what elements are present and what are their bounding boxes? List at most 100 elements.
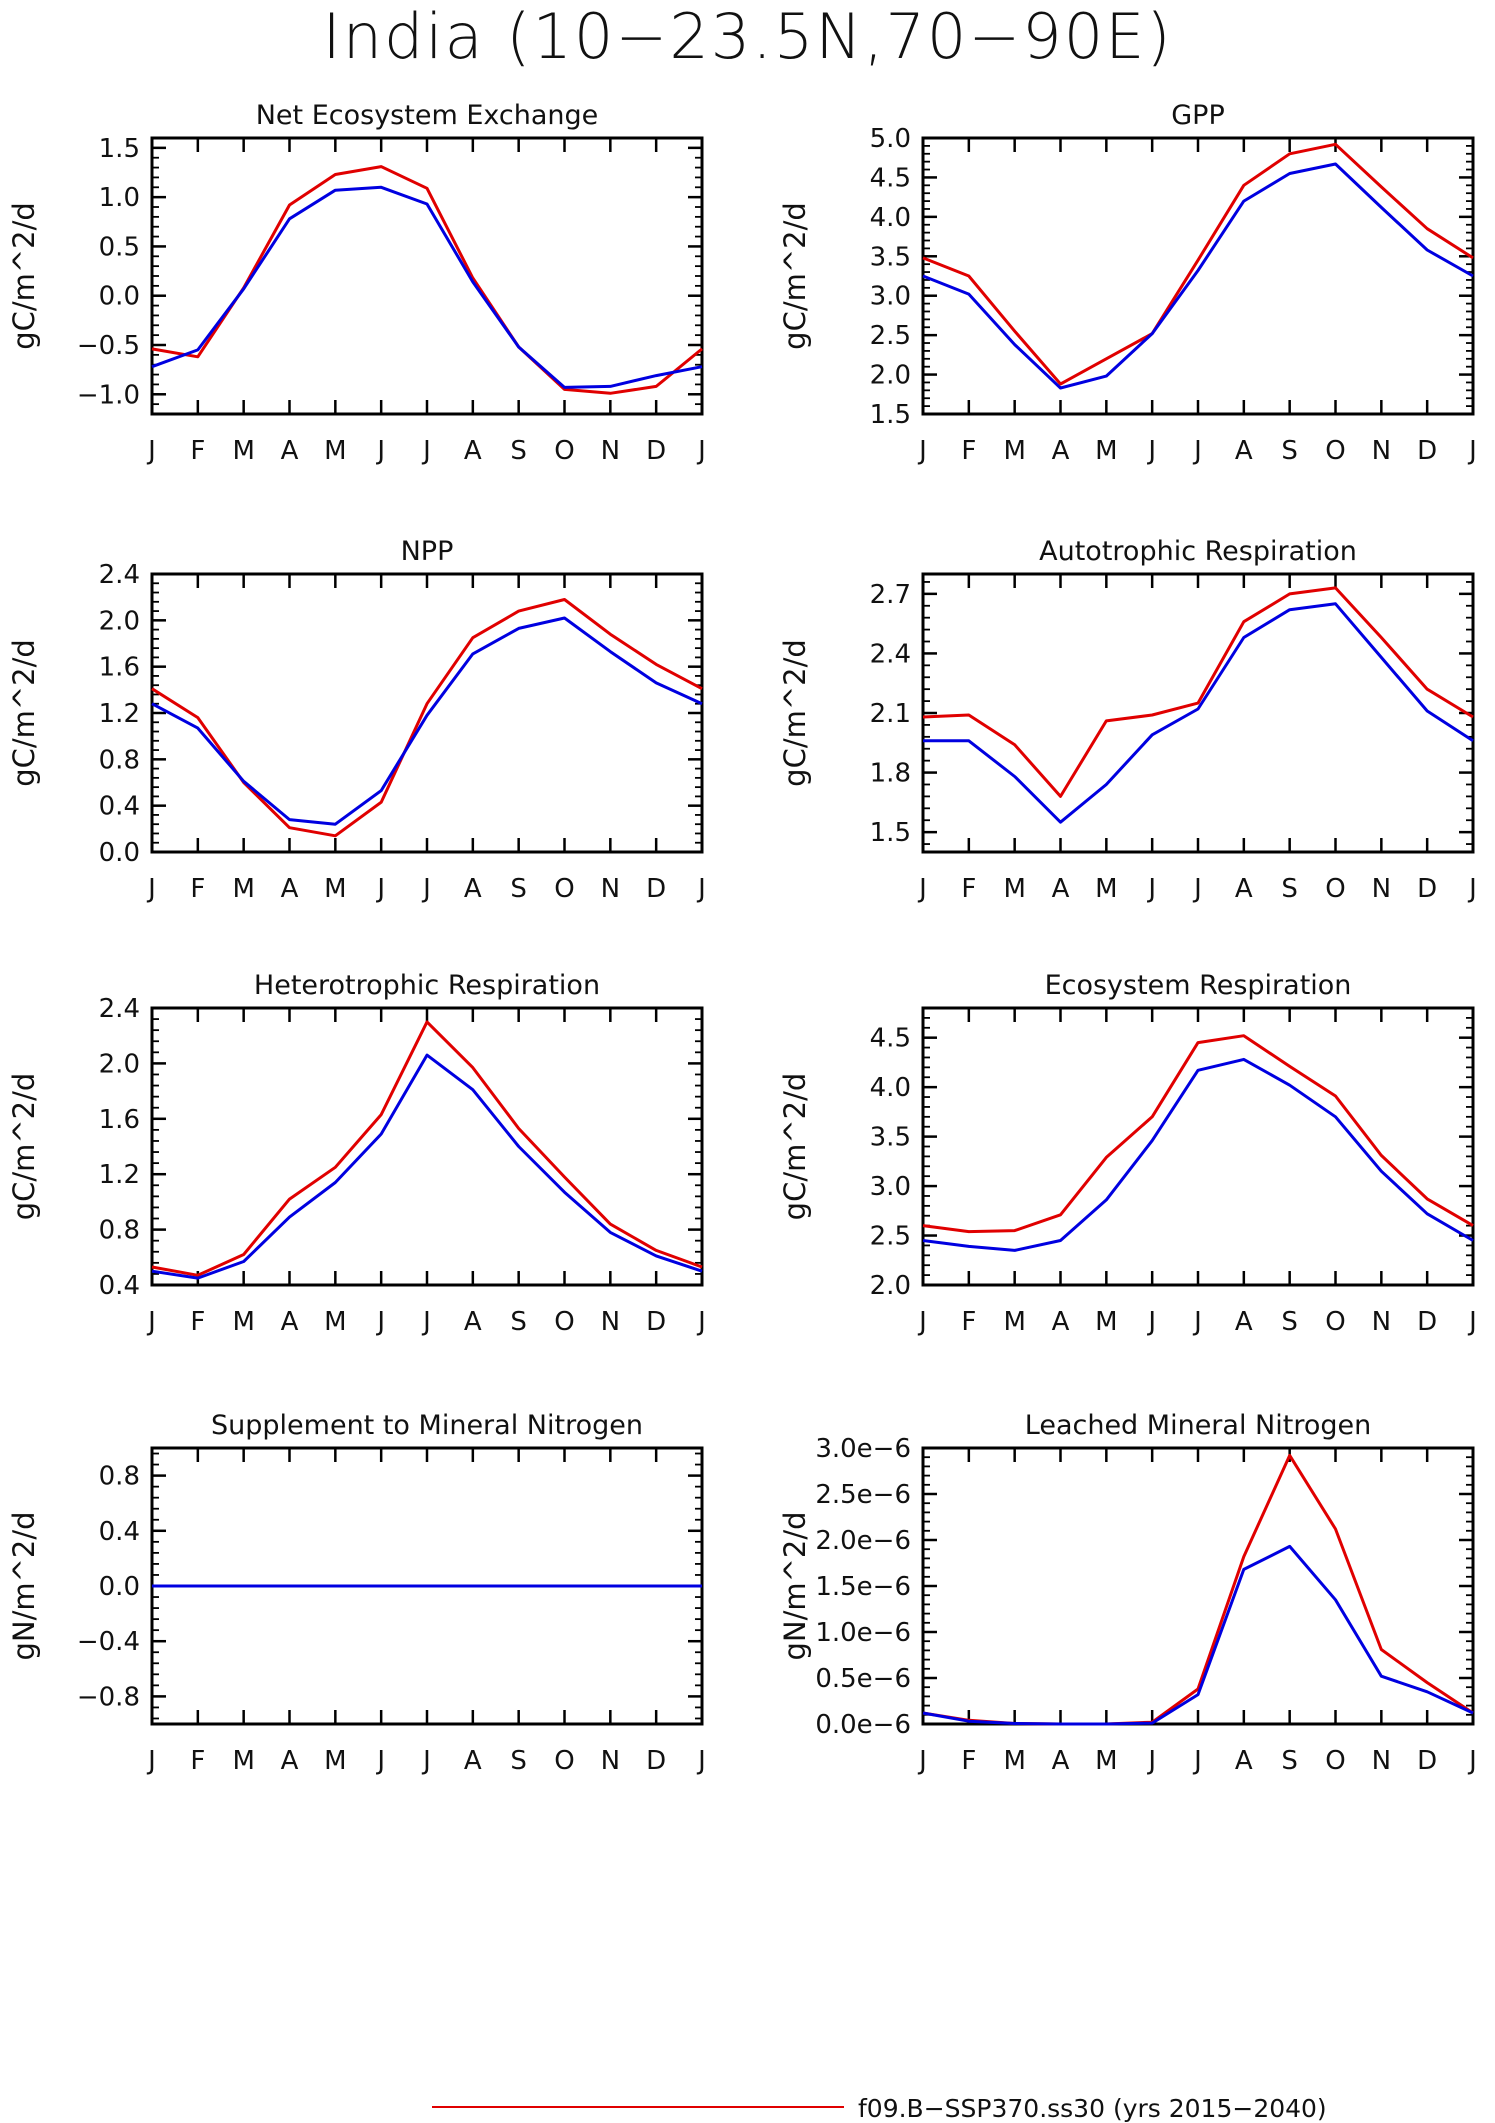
x-tick-label: D — [646, 874, 666, 904]
panel-title: Leached Mineral Nitrogen — [1025, 1410, 1371, 1441]
x-tick-label: J — [146, 1307, 156, 1337]
x-tick-label: N — [1372, 1307, 1391, 1337]
series-1-line — [151, 165, 703, 395]
x-tick-label: J — [917, 1307, 927, 1337]
series-1-line — [922, 586, 1474, 798]
x-tick-label: A — [1235, 436, 1253, 466]
series-2-line — [151, 185, 703, 389]
x-tick-label: M — [1003, 1307, 1025, 1337]
y-tick-label: 3.0 — [870, 282, 911, 312]
x-tick-label: F — [190, 874, 205, 904]
x-tick-label: M — [324, 874, 346, 904]
y-tick-label: 5.0 — [870, 124, 911, 154]
y-tick-label: 0.5 — [99, 232, 140, 262]
y-tick-label: 1.2 — [99, 1160, 140, 1190]
series-1-line — [922, 1453, 1474, 1726]
x-tick-label: J — [1467, 874, 1477, 904]
x-tick-label: S — [510, 874, 527, 904]
x-tick-label: J — [696, 874, 706, 904]
x-tick-label: J — [421, 1307, 431, 1337]
panel-title: GPP — [1171, 100, 1225, 131]
x-tick-label: J — [1192, 874, 1202, 904]
panel-title: Net Ecosystem Exchange — [256, 100, 599, 131]
x-tick-label: A — [281, 874, 299, 904]
y-tick-label: 2.0 — [99, 1049, 140, 1079]
y-tick-label: 2.4 — [99, 994, 140, 1024]
x-tick-label: O — [554, 1307, 574, 1337]
x-tick-label: D — [1417, 874, 1437, 904]
x-tick-label: M — [232, 874, 254, 904]
x-tick-label: F — [961, 1307, 976, 1337]
y-tick-label: 3.5 — [870, 1123, 911, 1153]
x-tick-label: J — [1192, 436, 1202, 466]
x-tick-label: J — [375, 1746, 385, 1776]
x-tick-label: J — [1146, 874, 1156, 904]
x-tick-label: S — [510, 436, 527, 466]
x-tick-label: N — [601, 1746, 620, 1776]
x-tick-label: O — [1325, 1746, 1345, 1776]
x-tick-label: M — [324, 436, 346, 466]
y-tick-label: −0.5 — [77, 331, 140, 361]
x-tick-label: J — [375, 436, 385, 466]
x-tick-label: A — [281, 436, 299, 466]
x-tick-label: S — [1281, 1307, 1298, 1337]
x-tick-label: M — [232, 1307, 254, 1337]
panel-title: Ecosystem Respiration — [1045, 970, 1352, 1001]
x-tick-label: J — [421, 436, 431, 466]
x-tick-label: M — [1095, 874, 1117, 904]
y-tick-label: 2.5 — [870, 321, 911, 351]
y-tick-label: 3.0 — [870, 1172, 911, 1202]
x-tick-label: M — [232, 436, 254, 466]
plot-frame — [921, 572, 1475, 854]
panel-title: NPP — [401, 536, 454, 567]
x-tick-label: A — [281, 1307, 299, 1337]
x-tick-label: J — [421, 1746, 431, 1776]
y-tick-label: 2.0 — [870, 1271, 911, 1301]
x-tick-label: F — [961, 874, 976, 904]
chart-panel-1: Net Ecosystem Exchange gC/m^2/d 1.5 1.0 0.5 0… — [7, 100, 706, 466]
series-1-line — [922, 142, 1474, 386]
y-tick-label: 0.0 — [99, 838, 140, 868]
y-tick-label: 1.6 — [99, 1105, 140, 1135]
y-tick-label: 1.5 — [870, 400, 911, 430]
series-2-line — [151, 616, 703, 826]
chart-panel-4: Autotrophic Respiration gC/m^2/d 2.7 2.4 2.1… — [778, 536, 1477, 904]
x-tick-label: A — [1235, 1307, 1253, 1337]
x-tick-label: J — [917, 874, 927, 904]
x-tick-label: J — [375, 1307, 385, 1337]
y-tick-label: 0.4 — [99, 1271, 140, 1301]
x-tick-label: J — [1467, 1307, 1477, 1337]
y-axis-label: gC/m^2/d — [7, 1073, 41, 1221]
y-tick-label: 0.8 — [99, 745, 140, 775]
chart-panel-7: Supplement to Mineral Nitrogen gN/m^2/d 0.… — [7, 1410, 706, 1776]
x-tick-label: J — [1146, 1746, 1156, 1776]
x-tick-label: J — [146, 1746, 156, 1776]
x-tick-label: D — [1417, 436, 1437, 466]
chart-panel-8: Leached Mineral Nitrogen gN/m^2/d 3.0e−6 2.… — [778, 1410, 1477, 1776]
x-tick-label: A — [464, 1746, 482, 1776]
y-tick-label: 1.5e−6 — [815, 1572, 911, 1602]
y-axis-label: gC/m^2/d — [7, 202, 41, 350]
plot-frame — [921, 1006, 1475, 1287]
y-tick-label: 0.4 — [99, 1517, 140, 1547]
x-tick-label: M — [232, 1746, 254, 1776]
x-tick-label: J — [1146, 436, 1156, 466]
y-tick-label: 2.7 — [870, 580, 911, 610]
y-axis-label: gC/m^2/d — [7, 639, 41, 787]
panel-title: Supplement to Mineral Nitrogen — [211, 1410, 643, 1441]
x-tick-label: N — [601, 1307, 620, 1337]
x-tick-label: A — [1052, 1307, 1070, 1337]
y-tick-label: 2.1 — [870, 699, 911, 729]
y-tick-label: 0.5e−6 — [815, 1664, 911, 1694]
y-axis-label: gC/m^2/d — [778, 202, 812, 350]
y-tick-label: 2.5e−6 — [815, 1480, 911, 1510]
x-tick-label: J — [696, 436, 706, 466]
y-tick-label: 0.8 — [99, 1462, 140, 1492]
y-tick-label: 1.5 — [870, 818, 911, 848]
y-tick-label: 1.0 — [99, 183, 140, 213]
x-tick-label: D — [1417, 1307, 1437, 1337]
x-tick-label: A — [281, 1746, 299, 1776]
x-tick-label: N — [1372, 436, 1391, 466]
x-tick-label: J — [421, 874, 431, 904]
